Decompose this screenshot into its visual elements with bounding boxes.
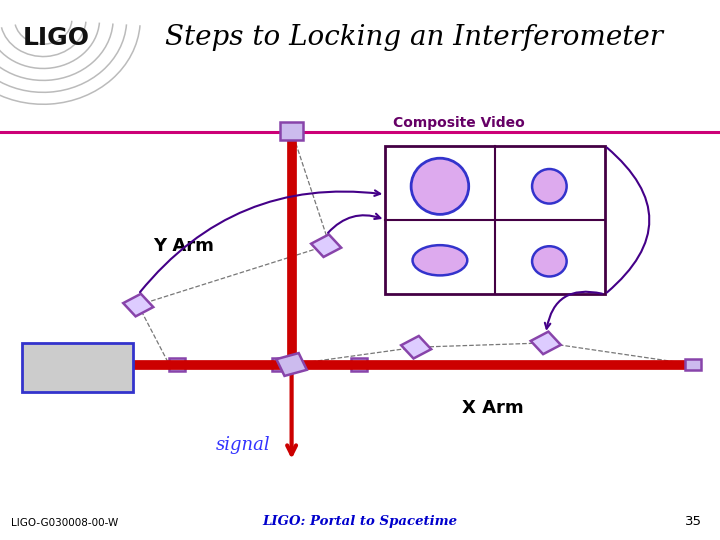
Text: signal: signal — [215, 436, 270, 455]
Bar — [22, 343, 133, 391]
Text: Composite Video: Composite Video — [394, 116, 525, 130]
Text: X Arm: X Arm — [462, 399, 524, 417]
Ellipse shape — [413, 245, 467, 275]
Polygon shape — [401, 336, 431, 359]
Bar — [272, 358, 288, 371]
Text: Laser: Laser — [48, 357, 107, 377]
FancyArrowPatch shape — [328, 214, 380, 233]
Text: LIGO-G030008-00-W: LIGO-G030008-00-W — [11, 518, 118, 528]
Text: LIGO: Portal to Spacetime: LIGO: Portal to Spacetime — [263, 515, 457, 528]
Text: Steps to Locking an Interferometer: Steps to Locking an Interferometer — [165, 24, 663, 51]
Text: LIGO: LIGO — [22, 26, 90, 50]
Text: 35: 35 — [685, 515, 702, 528]
Polygon shape — [123, 294, 153, 316]
Text: Y Arm: Y Arm — [153, 237, 214, 255]
FancyArrowPatch shape — [545, 292, 602, 329]
Bar — [169, 358, 185, 371]
FancyArrowPatch shape — [140, 191, 380, 292]
Polygon shape — [311, 234, 341, 257]
Bar — [385, 146, 605, 294]
Polygon shape — [280, 122, 304, 139]
Polygon shape — [685, 359, 701, 370]
Ellipse shape — [532, 246, 567, 276]
Bar — [351, 358, 367, 371]
Ellipse shape — [411, 158, 469, 214]
FancyArrowPatch shape — [607, 147, 649, 293]
Ellipse shape — [532, 169, 567, 204]
Polygon shape — [531, 332, 561, 354]
Polygon shape — [276, 353, 307, 376]
